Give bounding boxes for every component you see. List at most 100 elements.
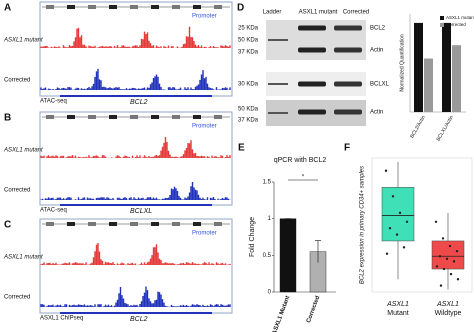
band-label: BCL2 <box>370 26 386 32</box>
signal-track <box>40 26 231 48</box>
data-point <box>442 267 446 271</box>
ruler-block <box>130 222 138 226</box>
gene-label: BCLXL <box>130 208 152 215</box>
y-axis-label: Fold Change <box>249 217 256 257</box>
lane-label: Ladder <box>263 10 282 16</box>
x-tick-label: BCLXL/Actin <box>436 114 455 142</box>
data-point <box>398 211 402 215</box>
row-label: ASXL1 mutant <box>3 38 43 44</box>
ruler-block <box>67 222 75 226</box>
band <box>334 81 362 87</box>
band <box>298 81 326 87</box>
marker-label: 50 KDa <box>238 38 259 44</box>
data-point <box>395 233 399 236</box>
marker-label: 30 KDa <box>238 82 259 88</box>
ruler-block <box>88 5 96 9</box>
ruler-block <box>172 5 180 9</box>
band <box>334 109 362 115</box>
data-point <box>405 220 409 224</box>
ruler-block <box>130 5 138 9</box>
ruler-block <box>46 5 54 9</box>
promoter-label: Promoter <box>192 124 217 130</box>
ruler-block <box>193 5 201 9</box>
ruler-block <box>67 5 75 9</box>
ruler-block <box>88 115 96 119</box>
panel-label: F <box>344 143 350 154</box>
x-tick-label: BCL2/Actin <box>409 114 427 139</box>
gene-bar <box>60 95 212 97</box>
ruler-block <box>67 115 75 119</box>
x-tick-label: ASXL1 Mutant <box>272 295 292 332</box>
signal-track <box>40 182 231 200</box>
ruler-block <box>151 115 159 119</box>
y-tick-label: 0 <box>268 290 272 296</box>
signal-track <box>40 243 231 265</box>
bar <box>414 22 423 113</box>
panel-label: A <box>4 3 11 14</box>
data-point <box>402 246 406 249</box>
ladder-band <box>268 83 288 85</box>
signal-track <box>40 136 231 158</box>
data-point <box>384 169 388 172</box>
ruler-block <box>172 222 180 226</box>
bar <box>279 218 297 293</box>
band-label: Actin <box>370 110 383 116</box>
y-tick-label: 1 <box>268 216 272 222</box>
gene-label: BCL2 <box>130 99 148 106</box>
ruler-block <box>214 5 222 9</box>
promoter-label: Promoter <box>192 14 217 20</box>
band-label: BCLXL <box>370 82 390 88</box>
marker-label: 50 KDa <box>238 107 259 113</box>
marker-label: 25 KDa <box>238 26 259 32</box>
assay-label: ASXL1 ChIPseq <box>40 316 83 322</box>
ruler-block <box>109 5 117 9</box>
data-point <box>449 272 453 276</box>
ruler-block <box>46 222 54 226</box>
band <box>334 25 362 31</box>
bar <box>424 58 433 112</box>
ruler-block <box>193 115 201 119</box>
promoter-label: Promoter <box>192 231 217 237</box>
data-point <box>452 260 456 263</box>
ruler-block <box>109 222 117 226</box>
band-label: Actin <box>370 48 383 54</box>
x-tick-label: Mutant <box>387 310 408 317</box>
data-point <box>434 220 438 224</box>
ladder-band <box>268 112 288 114</box>
row-label: ASXL1 mutant <box>3 148 43 154</box>
y-axis-label: BCL2 expression in primary CD34+ samples <box>360 166 366 284</box>
y-axis-label: Normalized Quantification <box>399 34 405 91</box>
box <box>431 240 465 270</box>
ladder-band <box>268 39 288 41</box>
panel-label: C <box>4 220 11 231</box>
lane-label: ASXL1 mutant <box>299 10 338 16</box>
box <box>381 187 415 242</box>
x-tick-label: Corrected <box>306 295 321 324</box>
x-tick-label: ASXL1 <box>386 301 409 308</box>
panel-label: B <box>4 113 11 124</box>
ruler-block <box>193 222 201 226</box>
data-point <box>439 284 443 287</box>
marker-label: 37 KDa <box>238 50 259 56</box>
bar <box>442 22 451 113</box>
ruler-block <box>151 222 159 226</box>
x-tick-label: ASXL1 <box>436 301 459 308</box>
ruler-block <box>46 115 54 119</box>
gene-label: BCL2 <box>130 316 148 323</box>
data-point <box>448 244 452 248</box>
x-tick-label: Wildtype <box>435 310 462 317</box>
band <box>298 109 326 115</box>
ruler-block <box>130 115 138 119</box>
data-point <box>435 265 439 268</box>
signal-track <box>40 286 231 307</box>
band <box>334 47 362 53</box>
signal-track <box>40 68 231 90</box>
ruler-block <box>214 115 222 119</box>
legend-swatch <box>440 16 444 20</box>
ruler-block <box>214 222 222 226</box>
data-point <box>391 195 395 198</box>
marker-label: 37 KDa <box>238 118 259 124</box>
gene-bar <box>60 312 212 314</box>
row-label: ASXL1 mutant <box>3 255 43 261</box>
row-label: Corrected <box>4 295 30 301</box>
